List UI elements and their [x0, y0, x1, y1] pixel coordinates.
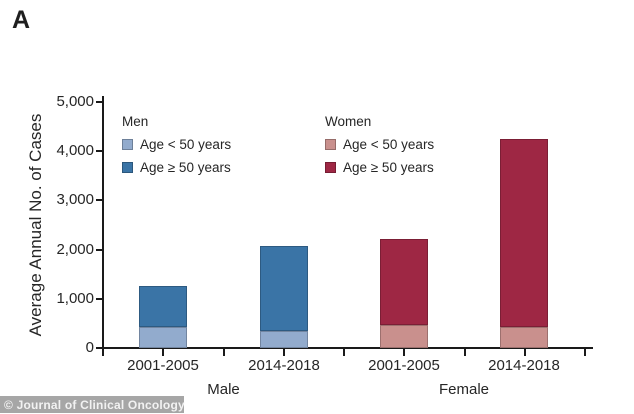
x-tick-mark	[102, 349, 104, 356]
y-tick-label: 4,000	[56, 142, 94, 160]
x-tick-mark	[403, 349, 406, 356]
bar-segment-age-≥-50-years	[139, 286, 187, 327]
legend-item-label: Age < 50 years	[140, 137, 232, 152]
bar-segment-age-<-50-years	[260, 331, 308, 348]
y-tick-mark	[96, 248, 103, 251]
panel-label: A	[12, 6, 31, 34]
x-tick-mark	[282, 349, 285, 356]
bar-segment-age-≥-50-years	[260, 246, 308, 331]
legend-item: Age < 50 years	[122, 137, 265, 152]
y-tick-mark	[96, 101, 103, 103]
legend-item-label: Age ≥ 50 years	[140, 160, 231, 175]
legend-item: Age ≥ 50 years	[325, 160, 468, 175]
legend: Men Age < 50 years Age ≥ 50 years Women …	[122, 114, 468, 175]
bar-2001-2005-0	[139, 286, 187, 348]
x-axis-line	[102, 347, 593, 349]
x-category-label: 2014-2018	[488, 357, 560, 374]
y-tick-mark	[96, 297, 103, 300]
y-tick-mark	[96, 150, 103, 153]
x-tick-mark	[584, 349, 586, 356]
legend-column-women: Women Age < 50 years Age ≥ 50 years	[325, 114, 468, 175]
bar-2014-2018-1	[260, 246, 308, 348]
group-label-male: Male	[207, 381, 240, 398]
bar-2001-2005-2	[380, 239, 428, 348]
journal-watermark-text: © Journal of Clinical Oncology	[4, 397, 185, 412]
legend-title-men: Men	[122, 114, 149, 129]
legend-column-men: Men Age < 50 years Age ≥ 50 years	[122, 114, 265, 175]
legend-item: Age < 50 years	[325, 137, 468, 152]
bar-segment-age-<-50-years	[139, 327, 187, 348]
group-label-female: Female	[438, 381, 490, 398]
x-tick-mark	[523, 349, 526, 356]
journal-watermark: © Journal of Clinical Oncology	[0, 396, 185, 413]
bar-segment-age-<-50-years	[500, 327, 548, 348]
bar-segment-age-<-50-years	[380, 325, 428, 348]
y-axis-title: Average Annual No. of Cases	[26, 113, 45, 337]
y-axis-line	[102, 96, 104, 349]
y-tick-label: 0	[85, 339, 94, 356]
x-tick-mark	[463, 349, 466, 356]
men-over50-swatch-icon	[122, 162, 133, 173]
legend-item: Age ≥ 50 years	[122, 160, 265, 175]
y-tick-label: 3,000	[56, 191, 94, 209]
women-over50-swatch-icon	[325, 162, 336, 173]
x-category-label: 2001-2005	[127, 357, 199, 374]
y-tick-mark	[96, 199, 103, 202]
y-tick-mark	[96, 347, 103, 349]
x-category-label: 2014-2018	[248, 357, 320, 374]
legend-item-label: Age ≥ 50 years	[343, 160, 434, 175]
y-tick-label: 2,000	[56, 240, 94, 258]
legend-title-women: Women	[325, 114, 372, 129]
y-tick-label: 5,000	[56, 93, 94, 110]
x-tick-mark	[162, 349, 165, 356]
bar-2014-2018-3	[500, 139, 548, 348]
y-tick-label: 1,000	[56, 289, 94, 307]
x-tick-mark	[222, 349, 225, 356]
bar-segment-age-≥-50-years	[380, 239, 428, 325]
bar-segment-age-≥-50-years	[500, 139, 548, 327]
women-under50-swatch-icon	[325, 139, 336, 150]
men-under50-swatch-icon	[122, 139, 133, 150]
x-category-label: 2001-2005	[368, 357, 440, 374]
x-tick-mark	[343, 349, 345, 356]
legend-item-label: Age < 50 years	[343, 137, 435, 152]
